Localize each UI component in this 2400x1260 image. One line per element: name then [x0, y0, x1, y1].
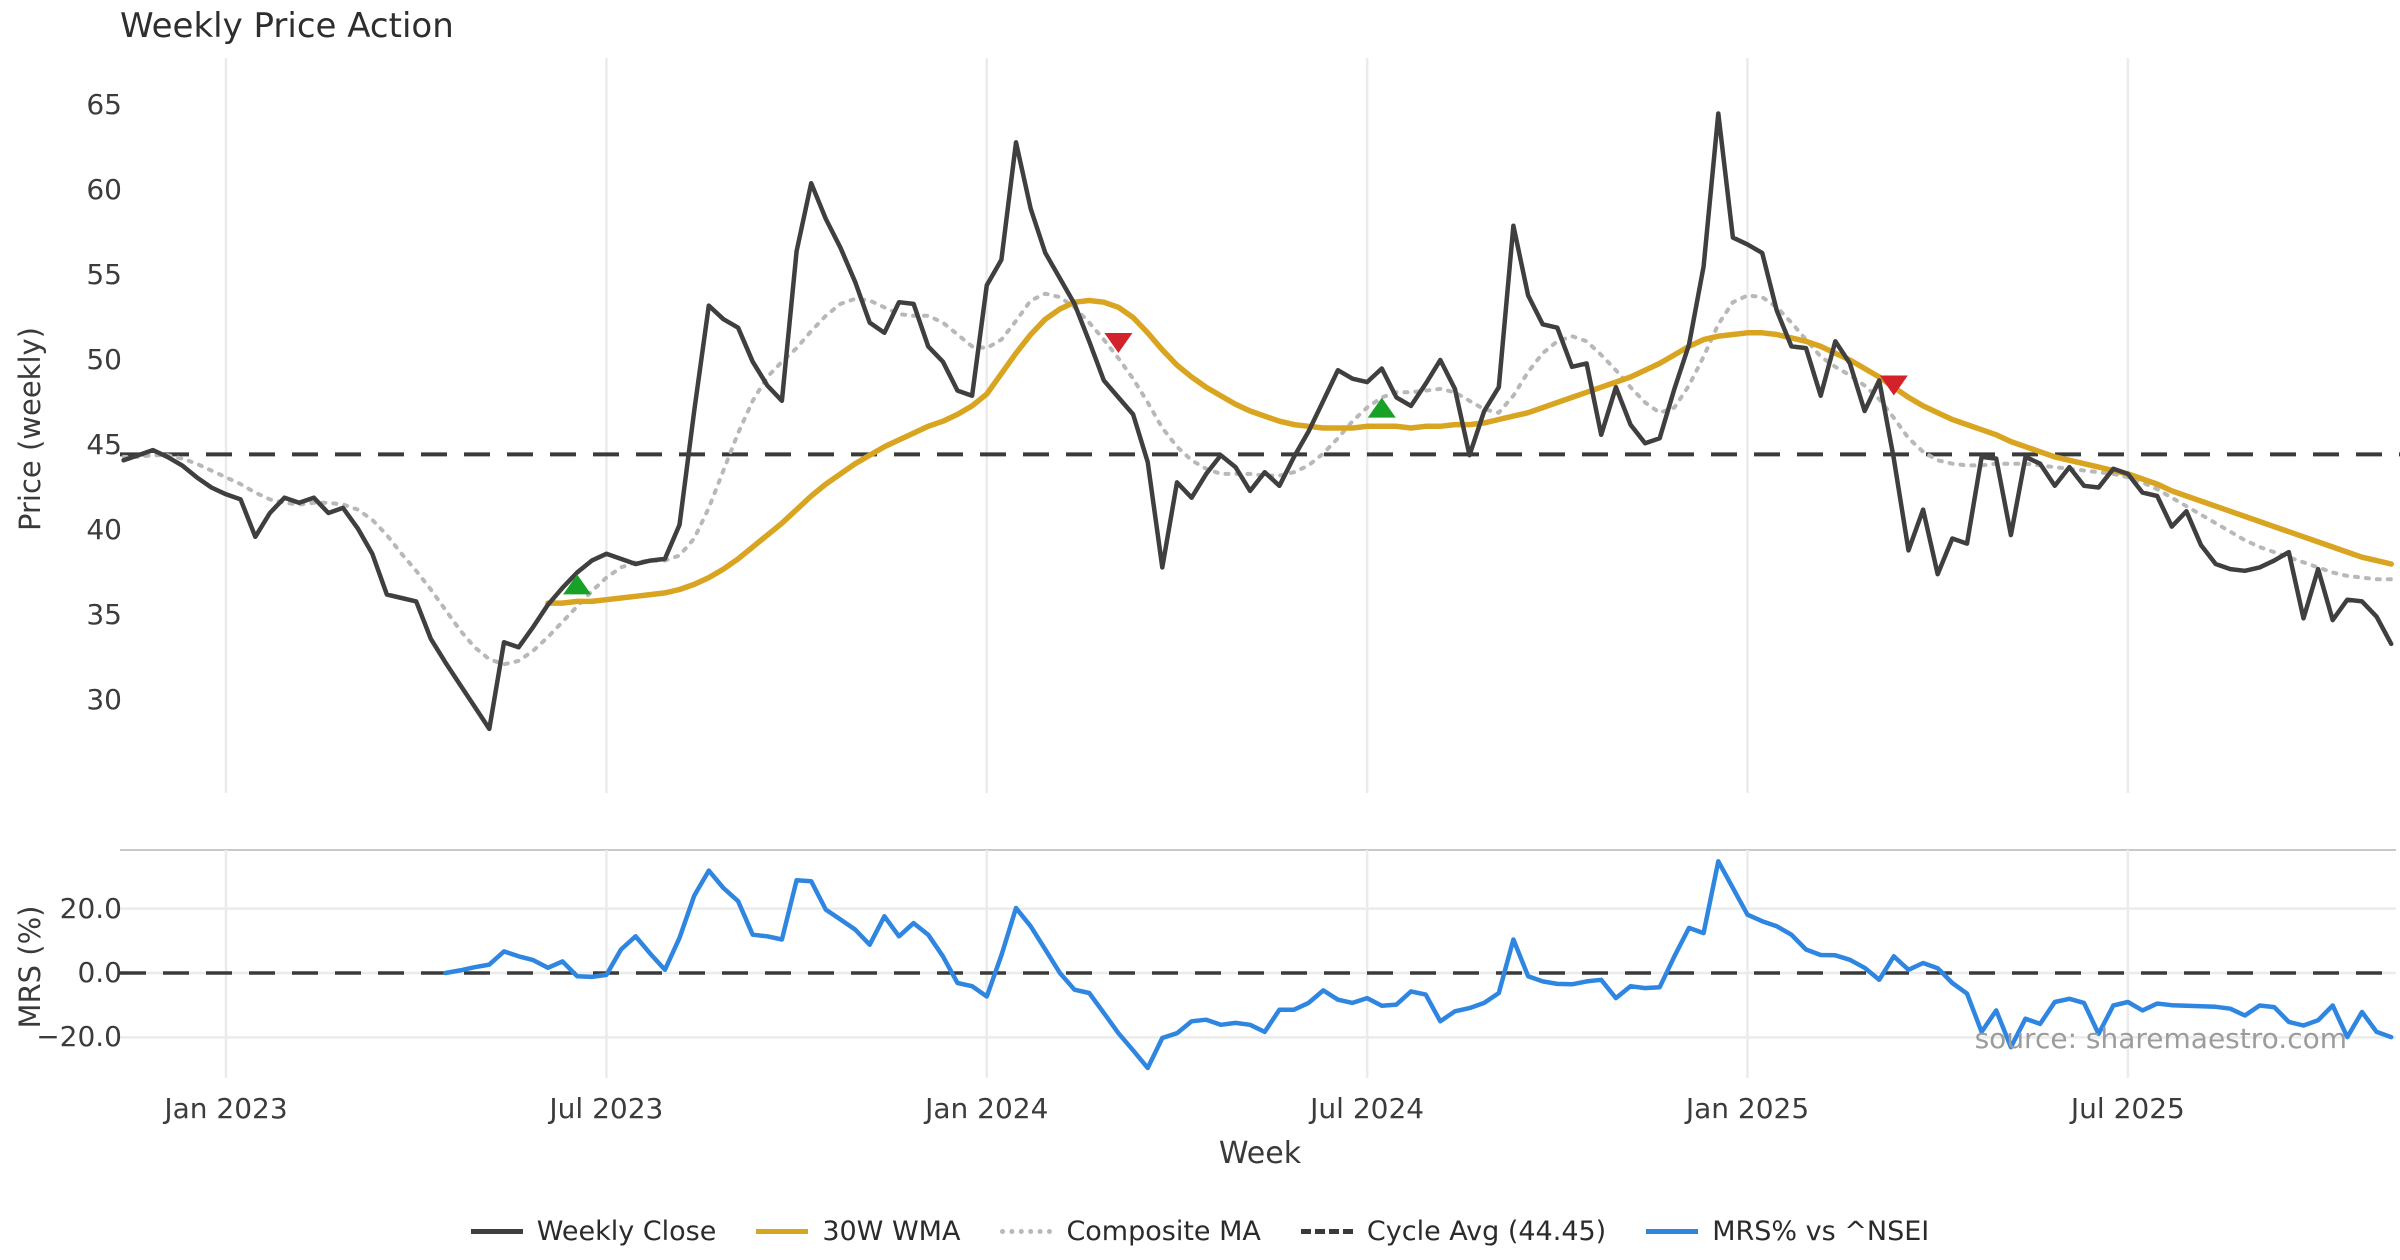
legend-swatch-icon — [1300, 1229, 1353, 1234]
legend-item: Weekly Close — [470, 1216, 717, 1247]
price-ytick-label: 50 — [86, 343, 122, 376]
legend-item: Composite MA — [1000, 1216, 1261, 1247]
legend-swatch-icon — [1000, 1229, 1053, 1234]
legend-item: MRS% vs ^NSEI — [1646, 1216, 1929, 1247]
legend: Weekly Close 30W WMA Composite MA Cycle Avg… — [0, 1216, 2400, 1247]
mrs-line — [443, 859, 2394, 1071]
buy-marker-icon — [1367, 397, 1396, 418]
chart-title: Weekly Price Action — [120, 6, 454, 46]
legend-swatch-icon — [756, 1229, 809, 1234]
price-ytick-label: 55 — [86, 258, 122, 291]
price-ytick-label: 30 — [86, 683, 122, 716]
legend-label: Composite MA — [1066, 1216, 1261, 1247]
legend-label: Weekly Close — [536, 1216, 717, 1247]
buy-marker-icon — [563, 574, 592, 595]
mrs-ytick-label: 20.0 — [59, 891, 122, 925]
sell-marker-icon — [1104, 333, 1133, 353]
x-tick-label: Jul 2024 — [1310, 1092, 1425, 1125]
legend-swatch-icon — [1646, 1229, 1699, 1234]
x-tick-label: Jan 2023 — [164, 1092, 288, 1125]
legend-label: MRS% vs ^NSEI — [1712, 1216, 1930, 1247]
mrs-ytick-label: −20.0 — [36, 1020, 122, 1054]
price-ytick-label: 60 — [86, 173, 122, 206]
legend-swatch-icon — [470, 1229, 523, 1234]
legend-item: 30W WMA — [756, 1216, 960, 1247]
sell-marker-icon — [1879, 375, 1908, 396]
x-axis-label: Week — [1218, 1136, 1302, 1171]
price-ytick-label: 40 — [86, 513, 122, 546]
legend-label: Cycle Avg (44.45) — [1366, 1216, 1607, 1247]
price-ytick-label: 65 — [86, 88, 122, 121]
price-ytick-label: 35 — [86, 598, 122, 631]
mrs-ytick-label: 0.0 — [77, 956, 122, 989]
watermark: source: sharemaestro.com — [1974, 1022, 2347, 1055]
legend-item: Cycle Avg (44.45) — [1300, 1216, 1607, 1247]
legend-label: 30W WMA — [822, 1216, 961, 1247]
weekly-close-line — [121, 111, 2394, 732]
wma-line — [545, 297, 2394, 606]
x-tick-label: Jan 2025 — [1685, 1092, 1810, 1125]
x-tick-label: Jan 2024 — [925, 1092, 1049, 1125]
x-tick-label: Jul 2023 — [549, 1092, 664, 1125]
price-ytick-label: 45 — [86, 428, 122, 461]
composite-ma-line — [121, 291, 2394, 667]
x-tick-label: Jul 2025 — [2070, 1092, 2185, 1125]
